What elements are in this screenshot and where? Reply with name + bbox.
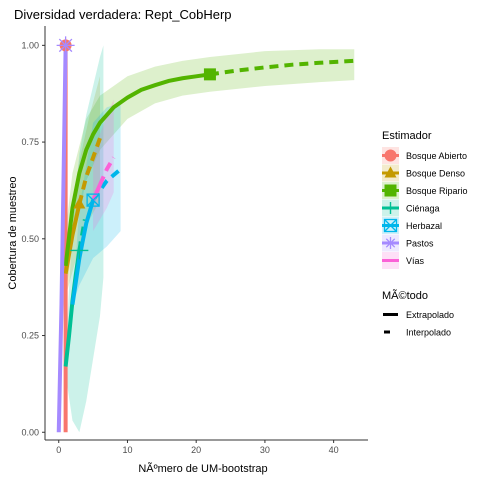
observed-markers [56, 36, 216, 260]
x-axis-title: NÃºmero de UM-bootstrap [138, 462, 267, 475]
marker-bosque-ripario [203, 68, 216, 81]
legend-entry-pastos: Pastos [382, 234, 434, 252]
legend-entry-bosque-denso: Bosque Denso [382, 164, 465, 182]
legend-entry-cienaga: Ciénaga [382, 199, 440, 217]
axes: 0 10 20 30 40 0.00 0.25 0.50 0.75 1.00 [21, 26, 368, 455]
y-tick-label: 0.25 [21, 331, 39, 341]
legend-method-entries: Extrapolado Interpolado [383, 310, 454, 338]
x-tick-label: 40 [329, 445, 339, 455]
legend-estimator-title: Estimador [382, 130, 432, 142]
legend-key-shape [384, 184, 397, 197]
legend-label: Bosque Denso [406, 169, 465, 179]
y-tick-label: 0.50 [21, 234, 39, 244]
legend-entry-bosque-abierto: Bosque Abierto [382, 147, 467, 164]
legend-label: Vías [406, 256, 425, 266]
legend-label: Herbazal [406, 221, 442, 231]
legend-label: Bosque Ripario [406, 186, 468, 196]
legend-label: Ciénaga [406, 204, 440, 214]
legend-estimator-entries: Bosque Abierto Bosque Denso Bosque Ripario… [382, 147, 468, 269]
legend-method-interpolado: Interpolado [384, 328, 451, 338]
legend-key-shape [383, 218, 398, 233]
x-tick-label: 30 [260, 445, 270, 455]
y-tick-label: 0.75 [21, 137, 39, 147]
legend-label: Pastos [406, 239, 434, 249]
legend-key-shape [384, 166, 397, 178]
legend-entry-herbazal: Herbazal [382, 217, 442, 234]
y-tick-label: 1.00 [21, 40, 39, 50]
line-bosque-ripario-solid [63, 72, 211, 267]
line-bosque-denso-dashed [77, 137, 102, 205]
legend-entry-vias: Vías [382, 252, 425, 269]
y-tick-label: 0.00 [21, 427, 39, 437]
legend-entry-bosque-ripario: Bosque Ripario [382, 182, 468, 199]
series-lines [56, 45, 355, 433]
ribbon-bosque-ripario [65, 49, 355, 297]
marker-herbazal [86, 193, 100, 207]
legend-method-title: MÃ©todo [382, 289, 428, 302]
legend-method-label: Extrapolado [406, 310, 454, 320]
x-ticks: 0 10 20 30 40 [56, 440, 339, 455]
legend-method-extrapolado: Extrapolado [383, 310, 454, 320]
legend-label: Bosque Abierto [406, 151, 467, 161]
line-bosque-ripario-dashed [209, 58, 355, 77]
line-vias-dashed [98, 156, 116, 186]
x-tick-label: 10 [122, 445, 132, 455]
chart-title: Diversidad verdadera: Rept_CobHerp [14, 7, 232, 22]
legend-method-label: Interpolado [406, 328, 451, 338]
legend-key-shape [384, 202, 397, 214]
marker-pastos [56, 36, 75, 55]
line-vias-solid [91, 183, 102, 201]
line-pastos-solid [56, 45, 68, 433]
y-ticks: 0.00 0.25 0.50 0.75 1.00 [21, 40, 45, 437]
marker-bosque-denso [73, 197, 86, 209]
marker-cienaga [70, 241, 89, 260]
x-tick-label: 20 [191, 445, 201, 455]
confidence-ribbons [65, 45, 355, 433]
x-tick-label: 0 [56, 445, 61, 455]
y-axis-title: Cobertura de muestreo [7, 176, 19, 289]
legend-key-shape [384, 237, 397, 249]
ribbon-vias [93, 99, 114, 232]
line-herbazal-solid [70, 199, 96, 305]
legend-key-shape [384, 149, 397, 162]
